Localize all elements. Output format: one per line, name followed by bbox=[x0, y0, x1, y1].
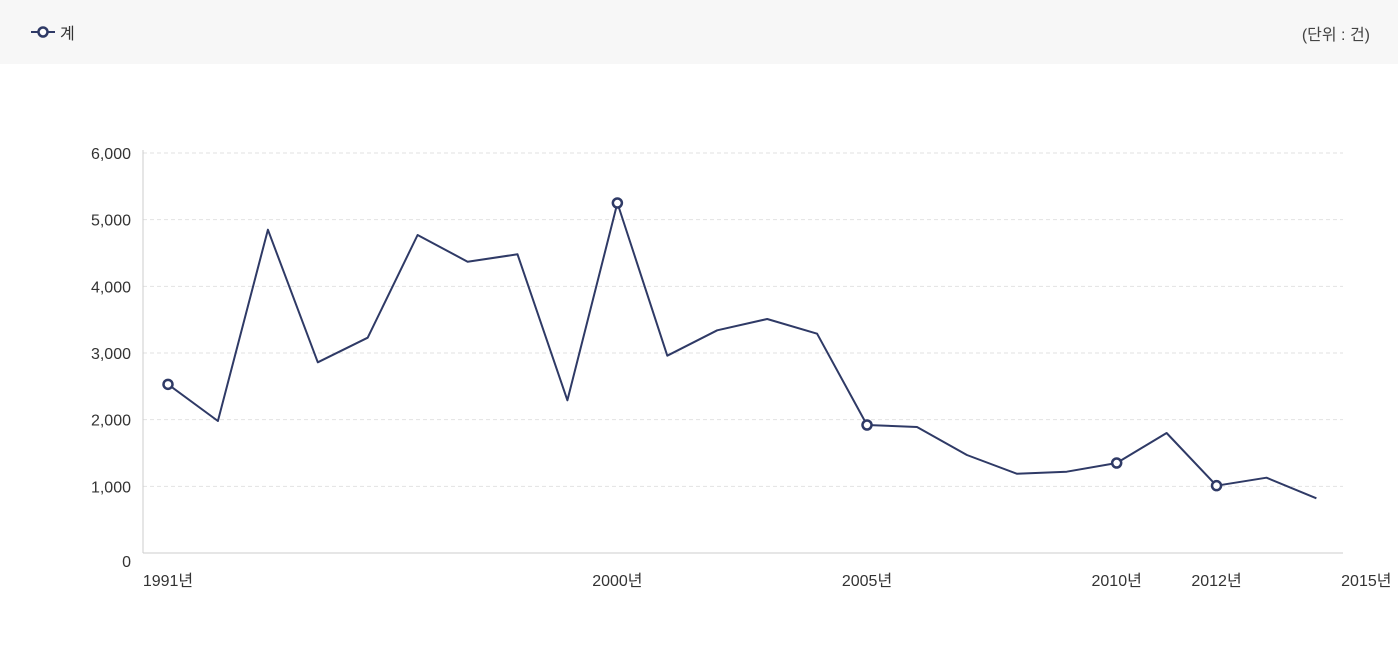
y-tick-label: 3,000 bbox=[91, 346, 131, 363]
legend-line-marker-icon bbox=[31, 26, 55, 38]
y-tick-label: 1,000 bbox=[91, 479, 131, 496]
legend-label: 계 bbox=[60, 26, 75, 43]
y-tick-label: 5,000 bbox=[91, 213, 131, 230]
x-tick-label: 2005년 bbox=[842, 572, 892, 590]
y-tick-label: 0 bbox=[122, 554, 131, 571]
x-tick-label: 2010년 bbox=[1092, 572, 1142, 590]
x-tick-label: 2012년 bbox=[1191, 572, 1241, 590]
unit-label: (단위 : 건) bbox=[1301, 27, 1370, 44]
chart-header: 계 (단위 : 건) bbox=[0, 0, 1398, 64]
y-tick-label: 4,000 bbox=[91, 279, 131, 296]
data-point-marker bbox=[611, 197, 624, 209]
x-tick-label: 2000년 bbox=[592, 572, 642, 590]
data-point-marker bbox=[861, 419, 873, 431]
x-tick-label: 2015년 bbox=[1341, 572, 1391, 590]
line-chart: 0 1,000 2,000 3,000 4,000 5,000 6,000 1991년 2000… bbox=[91, 146, 1392, 590]
series-line bbox=[167, 202, 1317, 500]
y-tick-label: 2,000 bbox=[91, 413, 131, 430]
data-point-marker bbox=[162, 378, 174, 391]
x-tick-label: 1991년 bbox=[143, 572, 193, 590]
legend: 계 bbox=[30, 20, 75, 44]
y-tick-label: 6,000 bbox=[91, 146, 131, 163]
data-point-marker bbox=[1210, 479, 1223, 492]
data-point-marker bbox=[1110, 457, 1123, 469]
